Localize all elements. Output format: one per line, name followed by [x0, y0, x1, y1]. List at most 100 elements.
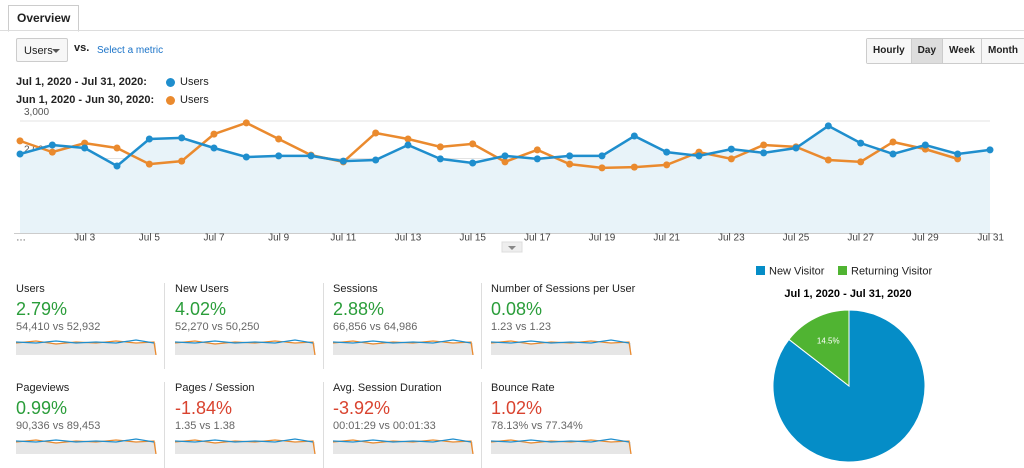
metric-separator: [481, 283, 482, 369]
metric-change: 1.02%: [491, 398, 543, 418]
data-point: [889, 138, 897, 146]
metric-change: 2.79%: [16, 299, 68, 319]
area: [20, 125, 990, 234]
data-point: [339, 157, 347, 165]
x-tick-label: Jul 3: [74, 233, 96, 244]
data-point: [469, 159, 477, 167]
data-point: [16, 150, 24, 158]
data-point: [598, 164, 606, 172]
data-point: [857, 139, 865, 147]
data-point: [404, 141, 412, 149]
data-point: [16, 137, 24, 145]
overview-tab[interactable]: Overview: [8, 5, 80, 32]
metric-change: 0.99%: [16, 398, 68, 418]
data-point: [954, 150, 962, 158]
data-point: [81, 144, 89, 152]
sparkline-area: [333, 343, 473, 355]
data-point: [436, 155, 444, 163]
granularity-button[interactable]: Day: [911, 39, 944, 63]
legend-period: Jun 1, 2020 - Jun 30, 2020:: [16, 94, 155, 106]
data-point: [986, 146, 994, 154]
metric-compare: 1.23 vs 1.23: [491, 321, 551, 333]
x-tick-label: Jul 9: [268, 233, 290, 244]
data-point: [501, 158, 509, 166]
metric: New Users 4.02% 52,270 vs 50,250: [175, 283, 325, 369]
sparkline-line: [16, 438, 155, 443]
metric-compare: 00:01:29 vs 00:01:33: [333, 420, 436, 432]
metric-dropdown[interactable]: Users: [16, 38, 68, 62]
metric: Avg. Session Duration -3.92% 00:01:29 vs 0…: [333, 382, 483, 468]
granularity-button[interactable]: Week: [943, 39, 982, 63]
vs-label: vs.: [74, 42, 90, 54]
data-point: [824, 122, 832, 130]
legend-label: Users: [180, 94, 209, 106]
select-metric-link[interactable]: Select a metric: [97, 45, 164, 56]
divider: [0, 30, 1024, 31]
sparkline-line: [491, 339, 630, 344]
data-point: [372, 156, 380, 164]
data-point: [307, 152, 315, 160]
metric: Sessions 2.88% 66,856 vs 64,986: [333, 283, 483, 369]
sparkline-area: [16, 343, 156, 355]
data-point: [921, 141, 929, 149]
metric-change: -1.84%: [175, 398, 233, 418]
metric-separator: [323, 382, 324, 468]
metric-label: Sessions: [333, 283, 378, 295]
granularity-buttons: Hourly Day Week Month: [866, 38, 1024, 64]
data-point: [566, 152, 574, 160]
data-point: [727, 155, 735, 163]
sparkline: [175, 339, 316, 355]
data-point: [145, 160, 153, 168]
data-point: [242, 119, 250, 127]
metric-compare: 1.35 vs 1.38: [175, 420, 235, 432]
data-point: [178, 157, 186, 165]
data-point: [695, 152, 703, 160]
metric-change: -3.92%: [333, 398, 391, 418]
sparkline-line: [333, 438, 472, 443]
x-tick-label: Jul 7: [203, 233, 225, 244]
x-tick-label: Jul 21: [653, 233, 680, 244]
sparkline: [16, 339, 157, 355]
data-point: [48, 141, 56, 149]
y-tick-label: 3,000: [24, 107, 49, 118]
data-point: [727, 145, 735, 153]
data-point: [113, 144, 121, 152]
sparkline: [175, 438, 316, 454]
data-point: [663, 161, 671, 169]
data-point: [501, 152, 509, 160]
x-tick-label: Jul 17: [524, 233, 551, 244]
x-tick-label: Jul 23: [718, 233, 745, 244]
data-point: [275, 152, 283, 160]
granularity-button[interactable]: Month: [981, 39, 1024, 63]
pie-title: Jul 1, 2020 - Jul 31, 2020: [784, 288, 911, 300]
data-point: [598, 152, 606, 160]
x-tick-label: Jul 13: [395, 233, 422, 244]
sparkline: [16, 438, 157, 454]
metric-separator: [164, 283, 165, 369]
metric-compare: 54,410 vs 52,932: [16, 321, 101, 333]
pie-chart: New Visitor Returning Visitor Jul 1, 2020 …: [756, 266, 932, 463]
x-tick-label: Jul 25: [783, 233, 810, 244]
metric-change: 0.08%: [491, 299, 543, 319]
metric-label: New Users: [175, 283, 229, 295]
legend-label: Users: [180, 76, 209, 88]
metric-label: Avg. Session Duration: [333, 382, 442, 394]
data-point: [824, 156, 832, 164]
data-point: [210, 144, 218, 152]
granularity-button[interactable]: Hourly: [867, 39, 912, 63]
data-point: [372, 129, 380, 137]
data-point: [630, 163, 638, 171]
sparkline-area: [16, 442, 156, 454]
data-point: [663, 148, 671, 156]
legend-marker: [166, 96, 175, 105]
legend-swatch: [838, 266, 847, 275]
metric-label: Number of Sessions per User: [491, 283, 636, 295]
metric-label: Users: [16, 283, 45, 295]
legend-swatch: [756, 266, 765, 275]
data-point: [210, 130, 218, 138]
data-point: [533, 155, 541, 163]
sparkline-line: [16, 339, 155, 344]
